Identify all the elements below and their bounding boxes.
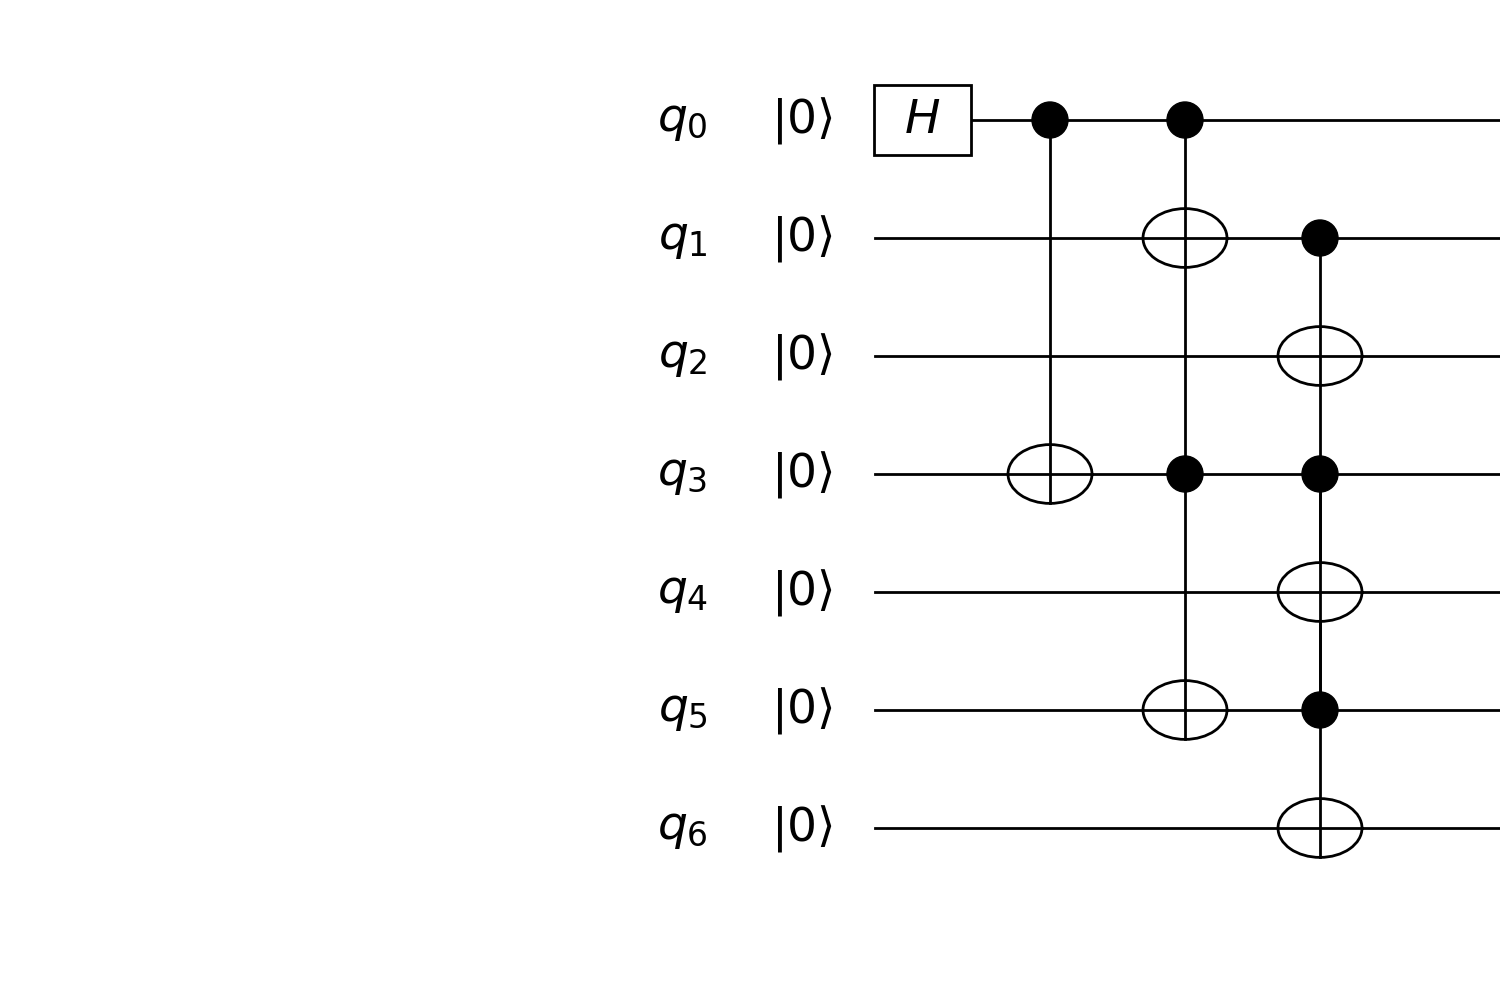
Bar — [873, 85, 972, 155]
Text: $q_0$: $q_0$ — [657, 97, 708, 143]
Ellipse shape — [1278, 799, 1362, 857]
Text: $q_3$: $q_3$ — [657, 451, 708, 497]
Text: $|0\rangle$: $|0\rangle$ — [771, 330, 834, 381]
Text: $q_1$: $q_1$ — [657, 215, 708, 261]
Circle shape — [1167, 456, 1203, 492]
Text: $q_4$: $q_4$ — [657, 569, 708, 615]
Ellipse shape — [1143, 681, 1227, 739]
Text: $H$: $H$ — [904, 97, 940, 143]
Text: $|0\rangle$: $|0\rangle$ — [771, 684, 834, 735]
Text: $q_6$: $q_6$ — [657, 805, 708, 851]
Ellipse shape — [1008, 445, 1092, 503]
Ellipse shape — [1278, 327, 1362, 385]
Circle shape — [1302, 220, 1338, 256]
Text: $q_2$: $q_2$ — [657, 333, 708, 379]
Text: $|0\rangle$: $|0\rangle$ — [771, 213, 834, 263]
Text: $|0\rangle$: $|0\rangle$ — [771, 566, 834, 617]
Circle shape — [1167, 102, 1203, 138]
Circle shape — [1032, 102, 1068, 138]
Circle shape — [1302, 692, 1338, 728]
Ellipse shape — [1143, 209, 1227, 267]
Text: $|0\rangle$: $|0\rangle$ — [771, 95, 834, 145]
Ellipse shape — [1278, 563, 1362, 621]
Text: $|0\rangle$: $|0\rangle$ — [771, 802, 834, 853]
Text: $|0\rangle$: $|0\rangle$ — [771, 448, 834, 499]
Text: $q_5$: $q_5$ — [657, 687, 708, 733]
Circle shape — [1302, 456, 1338, 492]
